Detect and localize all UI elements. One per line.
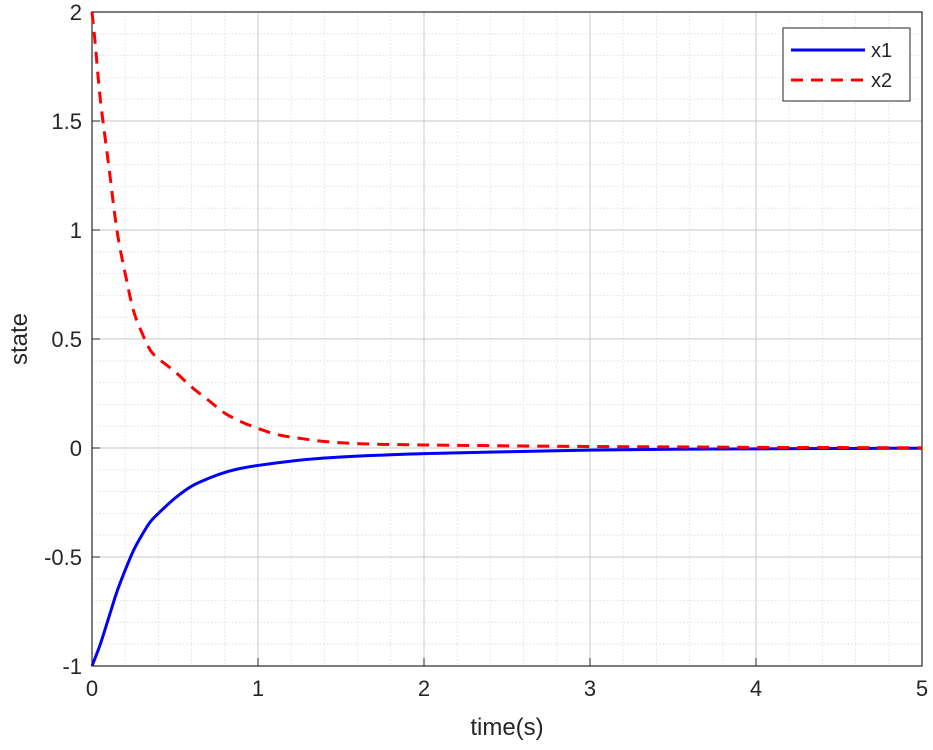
y-tick-label: 2 <box>70 0 82 25</box>
legend-entry-x1: x1 <box>871 40 892 62</box>
x-axis-ticks: 0 1 2 3 4 5 <box>86 658 928 701</box>
y-axis-ticks: -1 -0.5 0 0.5 1 1.5 2 <box>44 0 100 679</box>
legend-entry-x2: x2 <box>871 70 892 92</box>
x-tick-label: 2 <box>418 676 430 701</box>
x-tick-label: 4 <box>750 676 762 701</box>
series-line-x2 <box>90 11 923 450</box>
y-tick-label: -1 <box>62 654 82 679</box>
x-tick-label: 1 <box>252 676 264 701</box>
y-axis-label: state <box>6 313 33 365</box>
legend-box <box>782 27 911 102</box>
legend: x1 x2 <box>782 27 911 102</box>
x-tick-label: 0 <box>86 676 98 701</box>
x-tick-label: 3 <box>584 676 596 701</box>
x-axis-label: time(s) <box>470 714 543 741</box>
y-tick-label: -0.5 <box>44 545 82 570</box>
series-line-x1 <box>90 446 923 667</box>
y-tick-label: 1 <box>70 218 82 243</box>
y-tick-label: 1.5 <box>51 109 82 134</box>
x-tick-label: 5 <box>916 676 928 701</box>
series-layer <box>90 11 923 667</box>
y-tick-label: 0.5 <box>51 327 82 352</box>
y-tick-label: 0 <box>70 436 82 461</box>
major-grid <box>91 11 923 667</box>
